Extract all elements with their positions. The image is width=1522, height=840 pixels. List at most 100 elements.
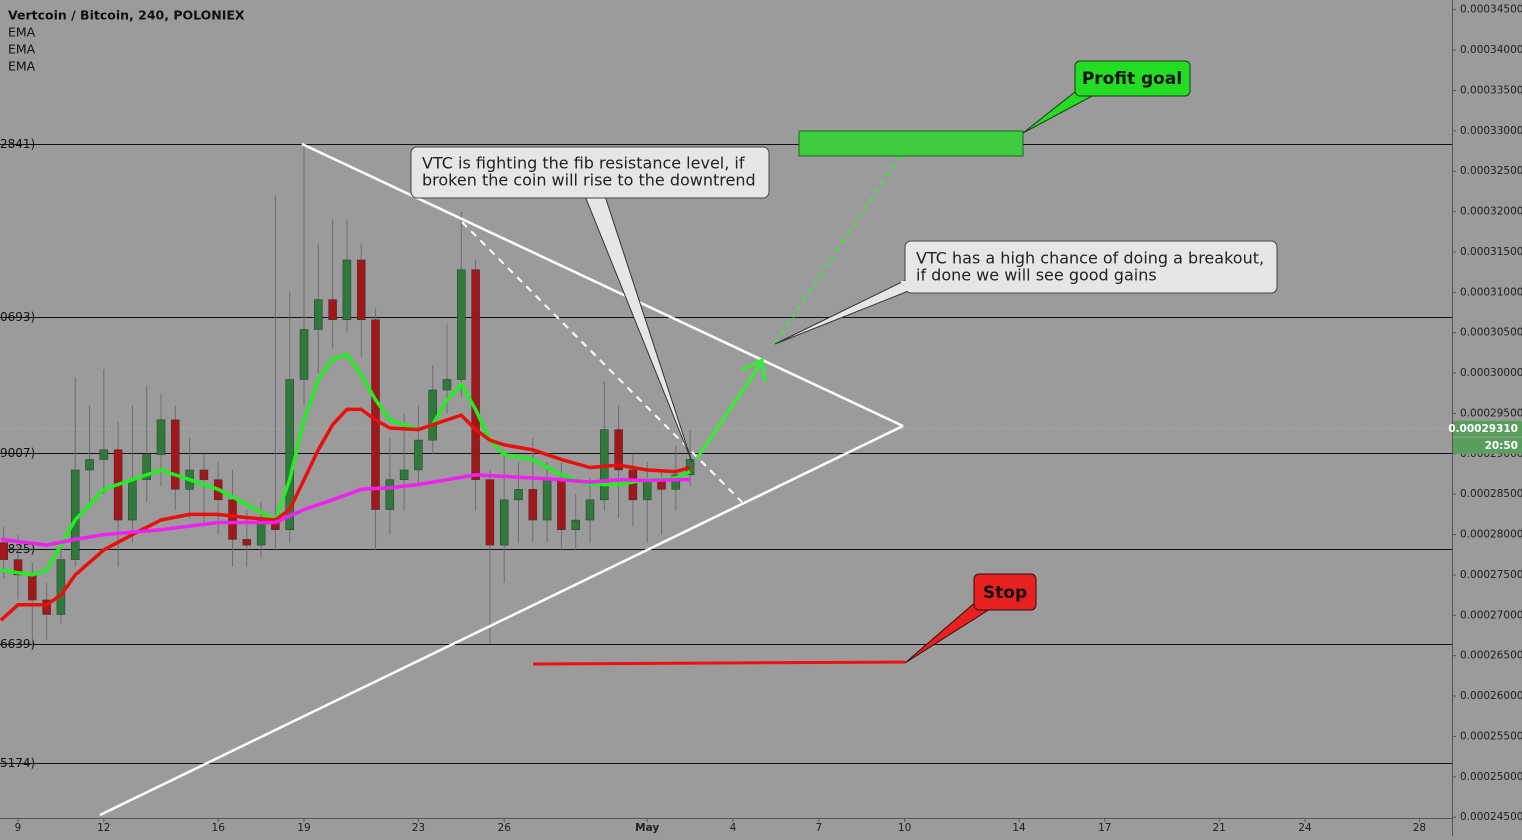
chart-title: Vertcoin / Bitcoin, 240, POLONIEX <box>8 8 245 23</box>
callout-text: VTC has a high chance of doing a breakou… <box>916 249 1264 268</box>
candle-body <box>642 479 652 501</box>
y-tick-label: 0.00029500 <box>1460 407 1522 419</box>
level-label: 2841) <box>0 137 35 151</box>
price-tag-label: 0.00029310 <box>1448 423 1518 435</box>
stop-line <box>532 660 906 666</box>
candle-body <box>13 559 23 576</box>
countdown-label: 20:50 <box>1485 440 1518 452</box>
x-tick-label: 9 <box>15 822 22 834</box>
level-label: 5174) <box>0 756 35 770</box>
target-box <box>798 130 1024 157</box>
x-tick-label: 16 <box>212 822 226 834</box>
y-tick-label: 0.00033500 <box>1460 84 1522 96</box>
x-tick-label: 21 <box>1213 822 1226 834</box>
candle-body <box>442 379 452 391</box>
callout-text: VTC is fighting the fib resistance level… <box>422 154 745 173</box>
y-tick-label: 0.00030000 <box>1460 367 1522 379</box>
candle-body <box>42 599 51 615</box>
ema-line <box>0 407 691 622</box>
ema-line <box>0 473 691 547</box>
candle-body <box>628 469 638 501</box>
y-tick-label: 0.00031000 <box>1460 286 1522 298</box>
x-tick-label: 14 <box>1012 822 1026 834</box>
dashed-line <box>461 221 743 503</box>
level-label: 6639) <box>0 637 35 651</box>
candle-body <box>99 449 109 460</box>
candle-body <box>542 479 552 521</box>
x-tick-label: 28 <box>1413 822 1426 834</box>
callout-text: broken the coin will rise to the downtre… <box>422 171 756 190</box>
ema-line <box>0 352 691 577</box>
y-tick-label: 0.00025500 <box>1460 730 1522 742</box>
callout-joint <box>1079 86 1095 94</box>
y-tick-label: 0.00028000 <box>1460 529 1522 541</box>
y-tick-label: 0.00025000 <box>1460 771 1522 783</box>
callout-text: if done we will see good gains <box>916 266 1157 285</box>
candle-body <box>128 479 137 521</box>
candle-body <box>557 479 566 530</box>
candle-body <box>242 539 252 546</box>
candle-body <box>85 459 94 471</box>
candle-body <box>156 419 166 455</box>
y-tick-label: 0.00034000 <box>1460 44 1522 56</box>
candle-body <box>614 429 623 471</box>
y-tick-label: 0.00031500 <box>1460 246 1522 258</box>
level-label: 9007) <box>0 446 35 460</box>
y-tick-label: 0.00027000 <box>1460 609 1522 621</box>
candle-body <box>285 379 294 530</box>
x-tick-label: 24 <box>1298 822 1312 834</box>
candle-body <box>528 489 538 521</box>
candle-body <box>342 259 352 321</box>
stop-text: Stop <box>983 583 1027 603</box>
callout-joint <box>977 598 991 608</box>
candle-body <box>671 474 681 490</box>
y-tick-label: 0.00027500 <box>1460 569 1522 581</box>
x-tick-label: 10 <box>898 822 911 834</box>
x-tick-label: May <box>635 822 659 834</box>
candle-body <box>585 499 595 521</box>
y-tick-label: 0.00032000 <box>1460 206 1522 218</box>
callout-joint <box>901 281 909 291</box>
y-tick-label: 0.00033000 <box>1460 125 1522 137</box>
legend-label: EMA <box>8 59 36 74</box>
candle-body <box>56 559 66 615</box>
callout-joint <box>586 190 604 197</box>
candle-body <box>299 329 309 380</box>
trend-line <box>301 142 904 428</box>
candle-body <box>228 499 237 540</box>
arrow-head <box>741 357 767 383</box>
x-tick-label: 4 <box>730 822 737 834</box>
candle-body <box>499 499 509 546</box>
x-tick-label: 23 <box>412 822 425 834</box>
y-tick-label: 0.00034500 <box>1460 4 1522 16</box>
x-tick-label: 26 <box>498 822 512 834</box>
profit-label <box>1074 60 1191 97</box>
price-tag <box>1453 420 1522 437</box>
y-tick-label: 0.00028500 <box>1460 488 1522 500</box>
candle-body <box>314 299 323 330</box>
plot-area: 2841)0693)9007)7825)6639)5174) <box>0 137 1452 770</box>
candle-body <box>385 479 395 510</box>
countdown-tag <box>1453 437 1522 454</box>
callout <box>904 240 1278 294</box>
y-tick-label: 0.00026500 <box>1460 650 1522 662</box>
candle-body <box>142 454 151 480</box>
y-tick-label: 0.00024500 <box>1460 811 1522 823</box>
candle-body <box>171 419 180 490</box>
legend-label: EMA <box>8 25 36 40</box>
y-tick-label: 0.00032500 <box>1460 165 1522 177</box>
y-tick-label: 0.00030500 <box>1460 327 1522 339</box>
candle-body <box>514 489 523 501</box>
candle-body <box>0 542 8 560</box>
candle-body <box>571 519 580 530</box>
drawings: VTC is fighting the fib resistance level… <box>99 60 1278 817</box>
x-tick-label: 12 <box>97 822 110 834</box>
candle-body <box>471 269 480 480</box>
candle-body <box>399 469 409 480</box>
x-tick-label: 19 <box>297 822 310 834</box>
arrow <box>695 361 764 459</box>
trend-line <box>99 424 904 817</box>
candle-body <box>28 574 37 601</box>
